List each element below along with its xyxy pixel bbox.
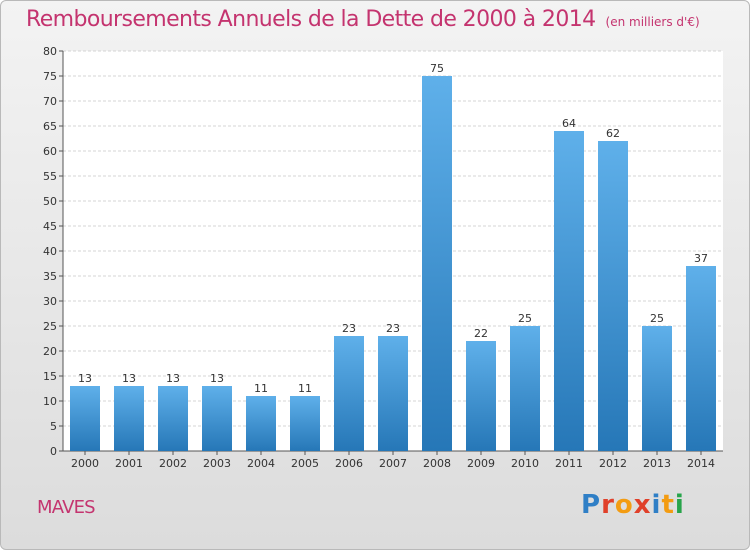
bar-value-label: 11 [298, 382, 312, 395]
commune-name: MAVES [37, 497, 96, 518]
y-tick-label: 75 [43, 70, 57, 83]
y-tick-label: 10 [43, 395, 57, 408]
bar [466, 341, 496, 451]
bar-value-label: 23 [342, 322, 356, 335]
chart-title: Remboursements Annuels de la Dette de 20… [26, 7, 700, 32]
bar [598, 141, 628, 451]
y-tick-label: 20 [43, 345, 57, 358]
bar-value-label: 62 [606, 127, 620, 140]
bar [378, 336, 408, 451]
bar [114, 386, 144, 451]
x-tick-label: 2002 [159, 457, 187, 470]
bar [554, 131, 584, 451]
logo-letter: i [651, 490, 662, 520]
bar [290, 396, 320, 451]
bar-value-label: 13 [166, 372, 180, 385]
bar-value-label: 64 [562, 117, 576, 130]
bar-value-label: 23 [386, 322, 400, 335]
x-tick-label: 2000 [71, 457, 99, 470]
proxiti-logo: Proxiti [581, 490, 685, 520]
logo-letter: P [581, 490, 602, 520]
bar-value-label: 22 [474, 327, 488, 340]
y-tick-label: 65 [43, 120, 57, 133]
x-tick-label: 2007 [379, 457, 407, 470]
x-tick-label: 2013 [643, 457, 671, 470]
y-tick-label: 55 [43, 170, 57, 183]
x-tick-label: 2004 [247, 457, 275, 470]
x-tick-label: 2006 [335, 457, 363, 470]
bar [422, 76, 452, 451]
x-tick-label: 2009 [467, 457, 495, 470]
bar [686, 266, 716, 451]
logo-letter: t [661, 490, 675, 520]
x-tick-label: 2010 [511, 457, 539, 470]
x-tick-label: 2008 [423, 457, 451, 470]
y-tick-label: 5 [50, 420, 57, 433]
bar-value-label: 13 [210, 372, 224, 385]
unit-label: (en milliers d'€) [605, 15, 700, 29]
title-text: Remboursements Annuels de la Dette de 20… [26, 7, 596, 32]
logo-letter: r [601, 490, 615, 520]
y-tick-label: 35 [43, 270, 57, 283]
logo-letter: i [674, 490, 685, 520]
logo-letter: x [633, 490, 652, 520]
y-tick-label: 25 [43, 320, 57, 333]
bar-value-label: 11 [254, 382, 268, 395]
y-tick-label: 0 [50, 445, 57, 458]
x-tick-label: 2014 [687, 457, 715, 470]
x-tick-label: 2001 [115, 457, 143, 470]
x-tick-label: 2005 [291, 457, 319, 470]
bar-value-label: 13 [78, 372, 92, 385]
bar [246, 396, 276, 451]
x-tick-label: 2012 [599, 457, 627, 470]
x-tick-label: 2011 [555, 457, 583, 470]
y-tick-label: 40 [43, 245, 57, 258]
y-tick-label: 80 [43, 45, 57, 58]
bar-value-label: 13 [122, 372, 136, 385]
bar [510, 326, 540, 451]
bar-value-label: 25 [518, 312, 532, 325]
bar [202, 386, 232, 451]
bar [158, 386, 188, 451]
bar-value-label: 25 [650, 312, 664, 325]
bar [642, 326, 672, 451]
bar [70, 386, 100, 451]
y-tick-label: 45 [43, 220, 57, 233]
y-tick-label: 30 [43, 295, 57, 308]
y-tick-label: 50 [43, 195, 57, 208]
bar-value-label: 75 [430, 62, 444, 75]
bar [334, 336, 364, 451]
logo-letter: o [614, 490, 634, 520]
bar-value-label: 37 [694, 252, 708, 265]
y-tick-label: 60 [43, 145, 57, 158]
y-tick-label: 70 [43, 95, 57, 108]
x-tick-label: 2003 [203, 457, 231, 470]
y-tick-label: 15 [43, 370, 57, 383]
